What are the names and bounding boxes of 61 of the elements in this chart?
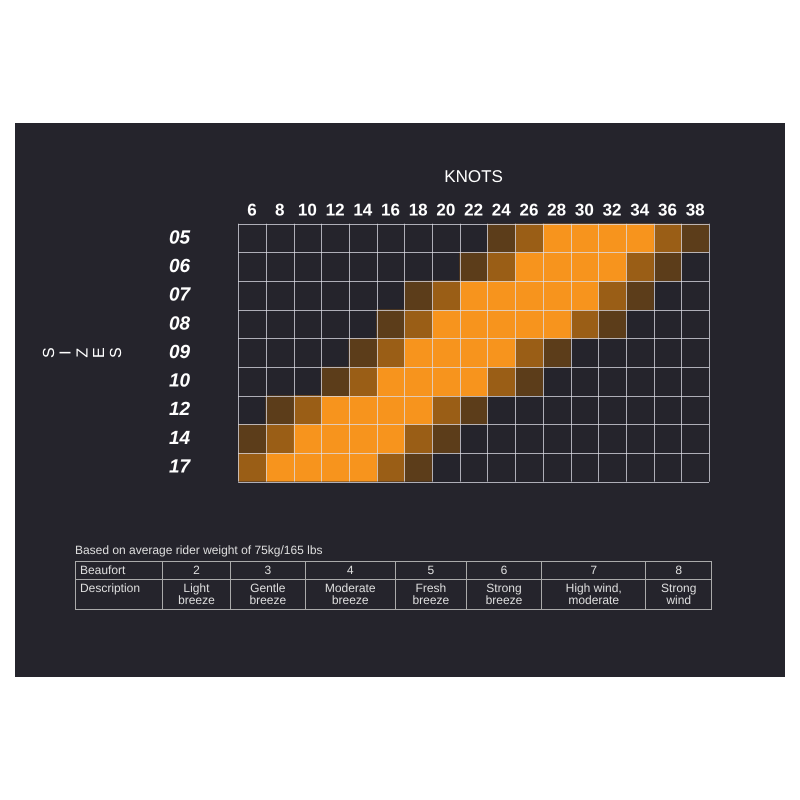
- bar: [626, 280, 654, 310]
- x-tick-label: 34: [630, 200, 650, 220]
- x-tick-label: 24: [492, 200, 512, 220]
- y-tick-label: 05: [168, 227, 191, 248]
- text: Based on average rider weight of 75kg/165 lbs: [75, 543, 324, 557]
- x-tick-label: 8: [274, 200, 284, 220]
- text: Moderate breeze: [305, 579, 396, 610]
- bar: [680, 224, 709, 253]
- text: Light breeze: [162, 579, 230, 610]
- text: 6: [466, 562, 542, 580]
- y-tick-label: 17: [168, 456, 192, 478]
- text: Beaufort: [76, 562, 162, 580]
- text: 7: [541, 562, 646, 580]
- y-tick-label: 14: [168, 428, 191, 449]
- text: Gentle breeze: [230, 579, 306, 610]
- y-axis-title: SIZES: [40, 347, 126, 358]
- x-tick-label: 14: [353, 200, 373, 220]
- bar: [266, 424, 294, 454]
- x-tick-label: 26: [520, 200, 538, 220]
- x-tick-label: 36: [658, 200, 677, 220]
- text: Fresh breeze: [395, 579, 467, 610]
- bar: [404, 424, 432, 454]
- y-tick-label: 10: [168, 370, 191, 392]
- bar: [487, 366, 516, 396]
- x-tick-label: 6: [247, 200, 257, 220]
- text: 4: [305, 562, 396, 580]
- bar: [348, 366, 377, 396]
- text: Strong breeze: [466, 579, 542, 610]
- x-tick-label: 30: [574, 200, 594, 220]
- text: 3: [230, 562, 306, 580]
- x-tick-label: 20: [436, 200, 456, 220]
- bar: [404, 452, 432, 482]
- text: Description: [76, 579, 162, 610]
- x-tick-label: 28: [547, 200, 566, 220]
- x-tick-label: 16: [381, 200, 400, 220]
- x-tick-label: 22: [464, 200, 484, 220]
- x-tick-label: 10: [298, 200, 317, 220]
- y-tick-label: 08: [168, 313, 191, 334]
- x-tick-label: 32: [602, 200, 622, 220]
- y-tick-label: 09: [168, 342, 191, 363]
- y-tick-label: 06: [168, 256, 191, 277]
- bar: [514, 338, 544, 368]
- text: 5: [395, 562, 467, 580]
- text: 8: [646, 562, 712, 580]
- x-tick-label: 12: [326, 200, 345, 220]
- text: Strong wind: [646, 579, 712, 610]
- bar: [542, 338, 571, 368]
- bar: [598, 280, 626, 310]
- bar: [487, 252, 516, 282]
- y-tick-label: 07: [168, 284, 192, 306]
- bar: [514, 366, 544, 396]
- y-tick-label: 12: [168, 399, 191, 420]
- text: High wind, moderate: [541, 579, 646, 610]
- bar: [626, 252, 654, 282]
- bar: [432, 280, 460, 310]
- bar: [432, 424, 460, 454]
- bar: [238, 452, 266, 482]
- x-tick-label: 38: [686, 200, 705, 220]
- x-tick-label: 18: [408, 200, 428, 220]
- x-axis-title: KNOTS: [444, 166, 503, 186]
- text: 2: [162, 562, 230, 580]
